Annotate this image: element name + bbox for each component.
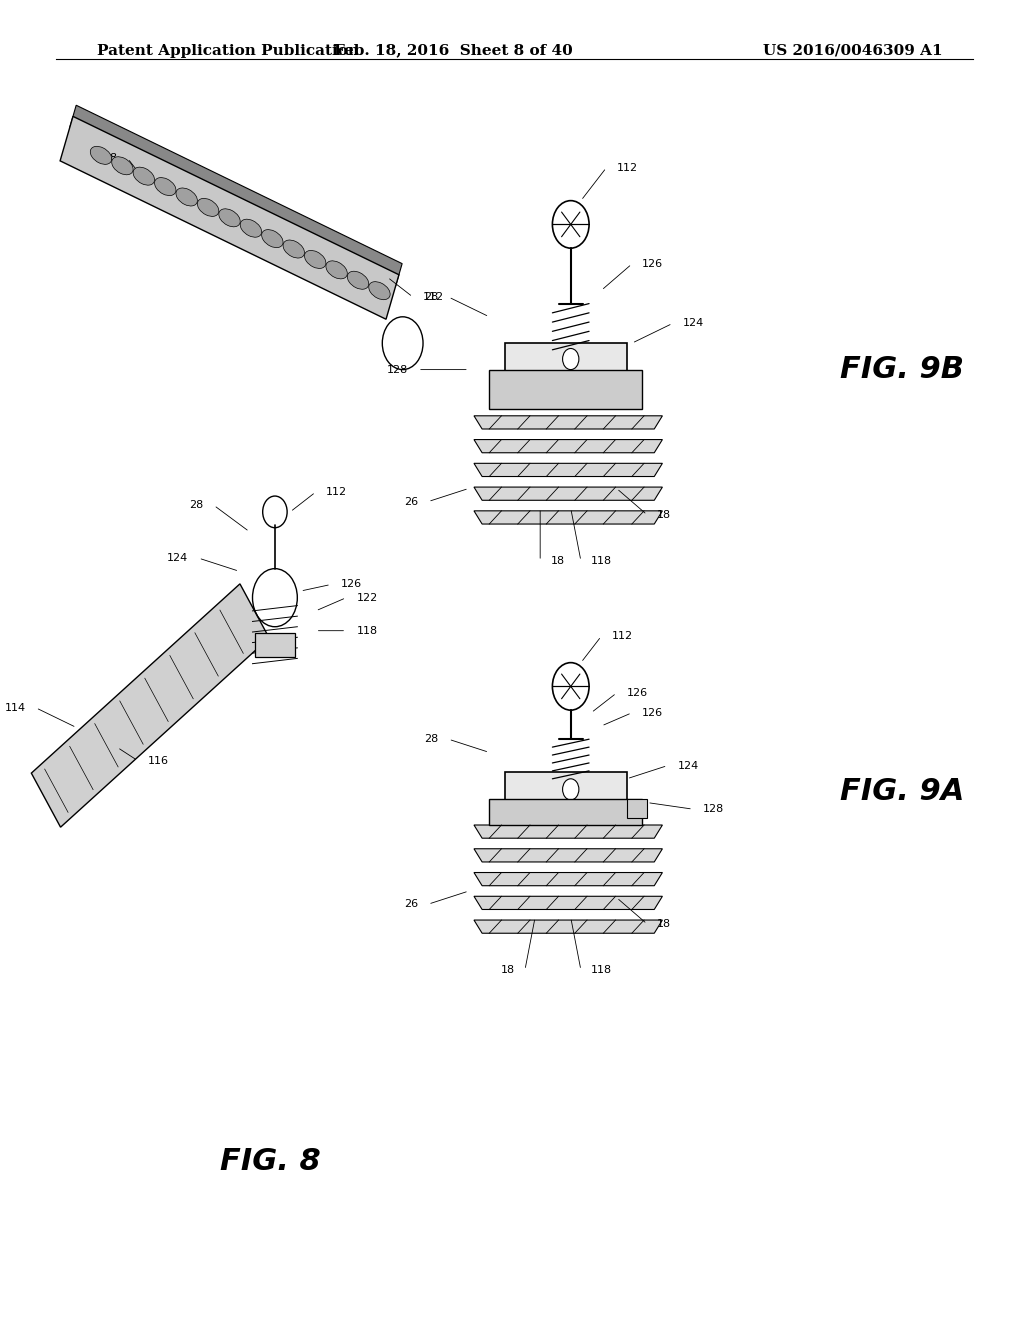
Polygon shape [474,463,663,477]
Ellipse shape [176,187,198,206]
FancyBboxPatch shape [489,370,642,409]
Ellipse shape [347,271,369,289]
Text: 126: 126 [642,259,664,269]
Text: 118: 118 [591,965,612,975]
Ellipse shape [262,230,283,248]
Polygon shape [70,106,402,286]
Text: 26: 26 [403,899,418,909]
Polygon shape [474,873,663,886]
Text: 126: 126 [642,708,664,718]
Text: 18: 18 [103,153,118,164]
Text: 28: 28 [424,292,438,302]
Ellipse shape [155,178,176,195]
Polygon shape [474,487,663,500]
Text: Feb. 18, 2016  Sheet 8 of 40: Feb. 18, 2016 Sheet 8 of 40 [334,44,573,58]
Text: FIG. 9A: FIG. 9A [840,777,964,807]
Ellipse shape [198,198,219,216]
Ellipse shape [326,261,347,279]
Text: 112: 112 [611,631,633,642]
FancyBboxPatch shape [255,634,295,657]
FancyBboxPatch shape [505,343,627,376]
Ellipse shape [304,251,326,268]
Text: 128: 128 [386,364,408,375]
Ellipse shape [241,219,262,238]
Circle shape [562,779,579,800]
Text: 116: 116 [147,755,169,766]
Ellipse shape [112,157,133,174]
Text: FIG. 9B: FIG. 9B [840,355,964,384]
Circle shape [562,348,579,370]
Text: US 2016/0046309 A1: US 2016/0046309 A1 [763,44,942,58]
Text: 124: 124 [683,318,705,329]
Text: 112: 112 [326,487,347,498]
Ellipse shape [369,281,390,300]
Text: 126: 126 [627,688,648,698]
Text: 118: 118 [356,626,378,636]
Ellipse shape [133,168,155,185]
Ellipse shape [90,147,112,165]
Polygon shape [474,849,663,862]
Polygon shape [474,511,663,524]
Text: 124: 124 [678,760,699,771]
Text: 128: 128 [703,804,724,814]
Text: 18: 18 [550,556,564,566]
Text: 18: 18 [657,510,672,520]
Text: 18: 18 [501,965,515,975]
Text: 124: 124 [167,553,188,564]
Polygon shape [474,920,663,933]
Polygon shape [474,440,663,453]
Polygon shape [474,825,663,838]
Text: 112: 112 [616,162,638,173]
Text: Patent Application Publication: Patent Application Publication [97,44,359,58]
Text: 112: 112 [423,292,444,302]
Text: 26: 26 [403,496,418,507]
Text: 18: 18 [657,919,672,929]
Text: 122: 122 [356,593,378,603]
FancyBboxPatch shape [627,799,647,818]
FancyBboxPatch shape [489,799,642,825]
Polygon shape [474,416,663,429]
Polygon shape [60,116,399,319]
Polygon shape [474,896,663,909]
Text: 114: 114 [4,702,26,713]
Ellipse shape [219,209,241,227]
Text: 28: 28 [424,734,438,744]
FancyBboxPatch shape [505,772,627,805]
Ellipse shape [283,240,304,257]
Text: FIG. 8: FIG. 8 [220,1147,321,1176]
Text: 126: 126 [341,579,362,590]
Text: 118: 118 [591,556,612,566]
Polygon shape [32,583,269,828]
Text: 28: 28 [189,500,204,511]
